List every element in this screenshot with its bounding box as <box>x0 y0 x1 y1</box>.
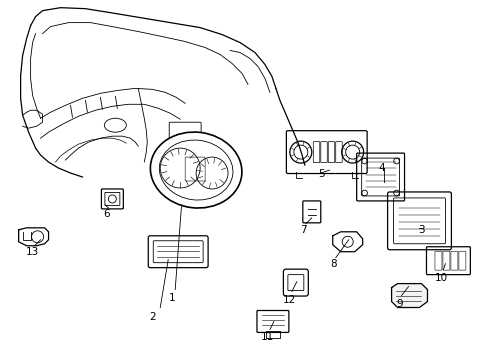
Polygon shape <box>391 284 427 307</box>
Text: 13: 13 <box>26 247 39 257</box>
Ellipse shape <box>150 132 242 208</box>
Text: 3: 3 <box>417 225 424 235</box>
Text: 2: 2 <box>149 312 155 323</box>
Text: 7: 7 <box>300 225 306 235</box>
Text: 11: 11 <box>261 332 274 342</box>
Text: 1: 1 <box>168 293 175 302</box>
Text: 9: 9 <box>395 298 402 309</box>
Text: 6: 6 <box>103 209 109 219</box>
Text: 4: 4 <box>378 163 384 173</box>
Text: 5: 5 <box>318 169 325 179</box>
Text: 8: 8 <box>330 259 336 269</box>
Text: 12: 12 <box>283 294 296 305</box>
Text: 10: 10 <box>434 273 447 283</box>
